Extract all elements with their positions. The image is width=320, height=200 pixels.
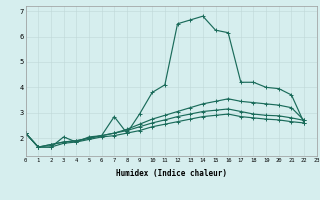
X-axis label: Humidex (Indice chaleur): Humidex (Indice chaleur) xyxy=(116,169,227,178)
